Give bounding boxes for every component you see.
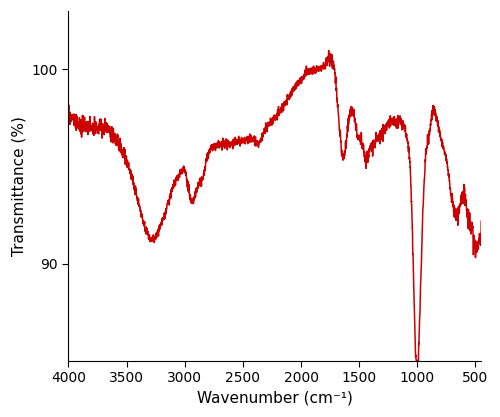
- Y-axis label: Transmittance (%): Transmittance (%): [11, 116, 26, 256]
- X-axis label: Wavenumber (cm⁻¹): Wavenumber (cm⁻¹): [197, 391, 353, 406]
